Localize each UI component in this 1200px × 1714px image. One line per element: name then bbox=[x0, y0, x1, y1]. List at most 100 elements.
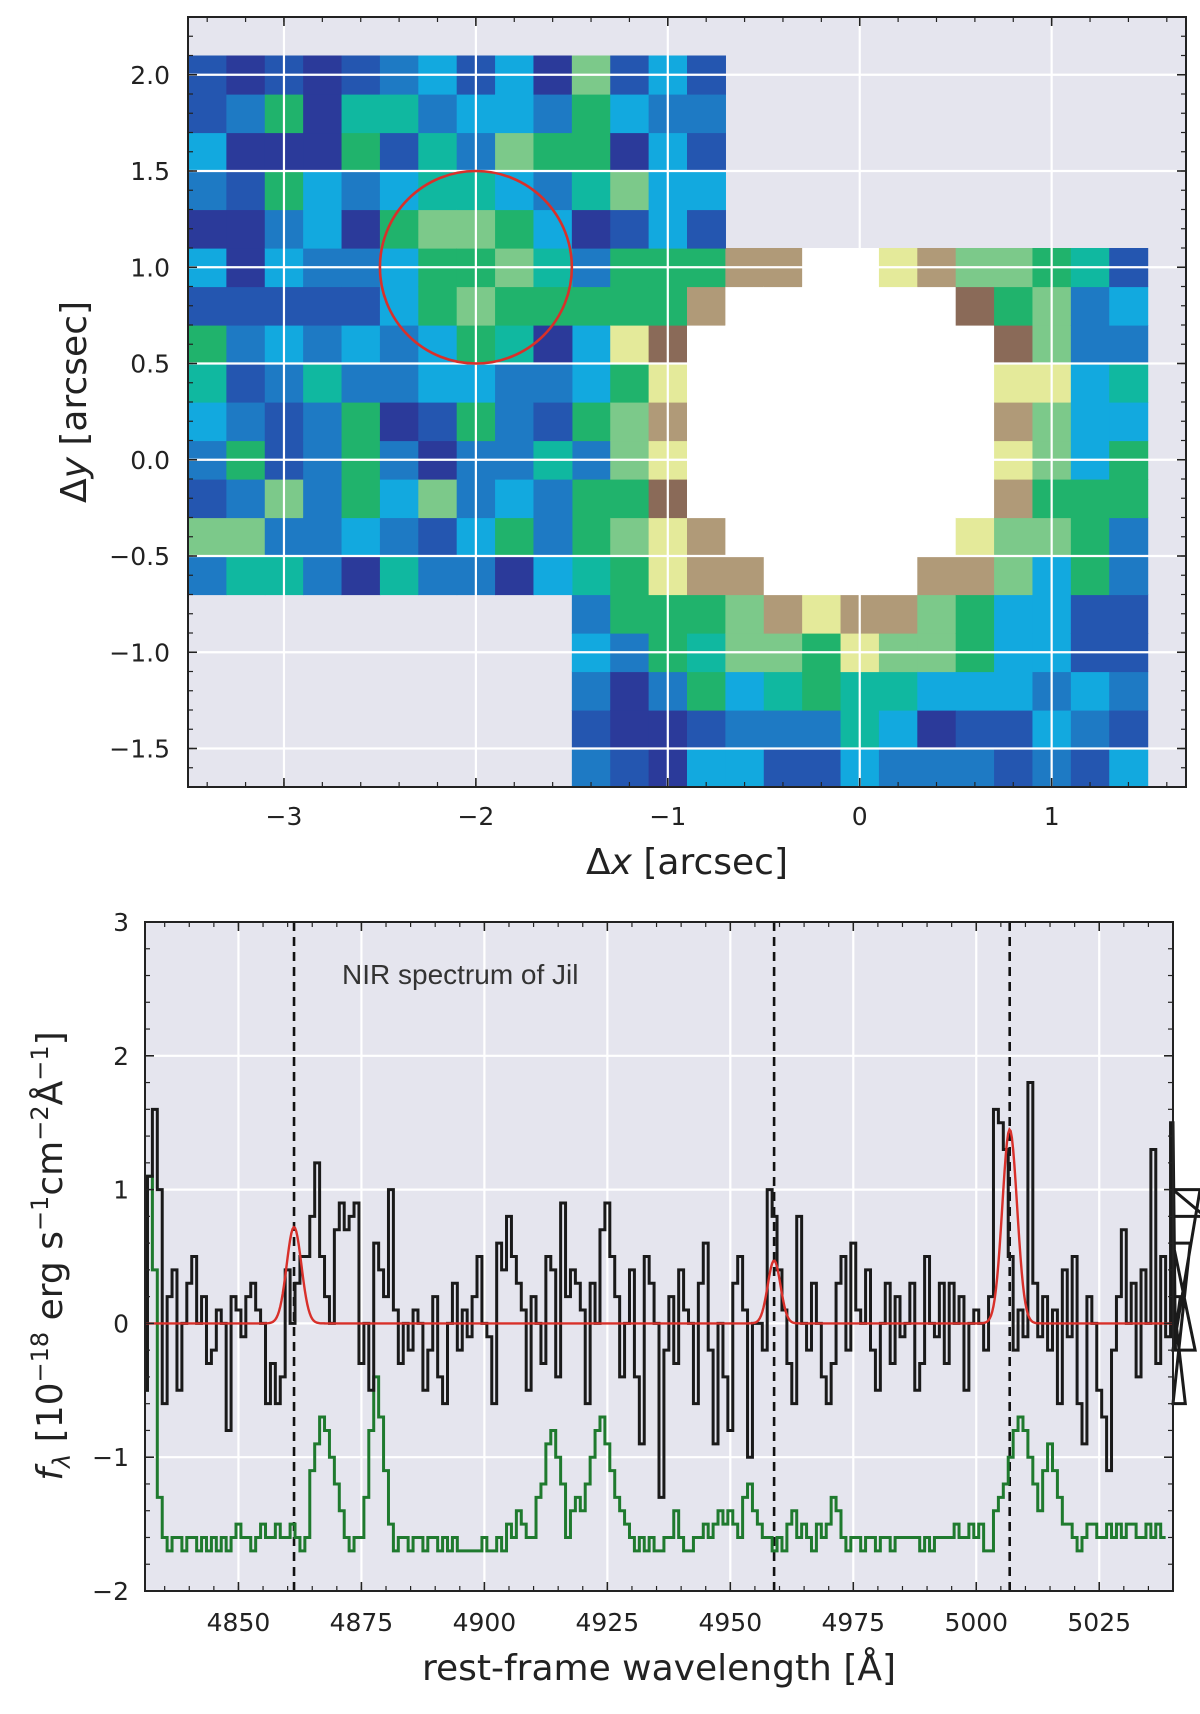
map-pixel bbox=[802, 671, 842, 711]
map-pixel bbox=[994, 517, 1034, 557]
map-pixel bbox=[571, 479, 611, 519]
map-pixel bbox=[878, 748, 918, 788]
map-pixel bbox=[571, 209, 611, 249]
map-pixel bbox=[763, 325, 803, 365]
map-pixel bbox=[994, 594, 1034, 634]
spectrum-panel: 4850 4875 4900 4925 4950 4975 5000 5025 −2 −1 0 1 2 3… bbox=[26, 908, 1200, 1689]
map-pixel bbox=[533, 402, 573, 442]
map-pixel bbox=[994, 325, 1034, 365]
map-pixel bbox=[1070, 286, 1110, 326]
map-pixel bbox=[802, 594, 842, 634]
spectrum-frame bbox=[144, 921, 1174, 1592]
map-pixel bbox=[687, 594, 726, 634]
spectrum-x-tick-label: 4950 bbox=[699, 1608, 763, 1637]
map-pixel bbox=[725, 286, 765, 326]
map-pixel bbox=[610, 325, 650, 365]
map-pixel bbox=[763, 479, 803, 519]
map-x-axis-label: Δx [arcsec] bbox=[586, 842, 788, 883]
map-pixel bbox=[878, 479, 918, 519]
map-pixel bbox=[533, 325, 573, 365]
map-pixel bbox=[303, 171, 343, 211]
map-pixel bbox=[610, 402, 650, 442]
map-gridlines bbox=[188, 17, 1186, 787]
map-pixel bbox=[341, 286, 381, 326]
aperture-circle bbox=[378, 169, 574, 365]
map-pixel bbox=[379, 479, 419, 519]
map-pixel bbox=[763, 286, 803, 326]
map-pixel bbox=[1109, 402, 1149, 442]
map-pixel bbox=[725, 517, 765, 557]
map-pixel bbox=[1109, 479, 1149, 519]
map-pixel bbox=[610, 710, 650, 750]
map-pixel bbox=[994, 556, 1034, 596]
map-pixel bbox=[418, 517, 458, 557]
map-pixel bbox=[379, 171, 419, 211]
map-pixel bbox=[418, 363, 458, 403]
map-pixel bbox=[533, 363, 573, 403]
map-pixel bbox=[226, 402, 266, 442]
map-pixel bbox=[341, 517, 381, 557]
map-pixel bbox=[495, 325, 535, 365]
map-pixel bbox=[533, 94, 573, 134]
map-pixel bbox=[226, 517, 266, 557]
map-pixel bbox=[878, 286, 918, 326]
map-pixel bbox=[917, 325, 957, 365]
map-pixel bbox=[994, 748, 1034, 788]
map-pixel bbox=[418, 94, 458, 134]
map-pixel bbox=[878, 517, 918, 557]
map-pixel bbox=[188, 479, 227, 519]
map-x-tick-label: 0 bbox=[852, 802, 868, 831]
map-pixel bbox=[955, 517, 995, 557]
map-pixel bbox=[1109, 556, 1149, 596]
map-pixel bbox=[878, 710, 918, 750]
map-pixel bbox=[687, 286, 726, 326]
map-pixel bbox=[1070, 325, 1110, 365]
spectrum-x-tick-label: 4925 bbox=[576, 1608, 640, 1637]
map-pixel bbox=[610, 363, 650, 403]
map-pixel bbox=[725, 363, 765, 403]
map-pixel bbox=[303, 402, 343, 442]
map-pixel bbox=[878, 671, 918, 711]
map-pixel bbox=[955, 325, 995, 365]
map-pixel bbox=[610, 594, 650, 634]
map-pixel bbox=[994, 286, 1034, 326]
map-pixel bbox=[610, 479, 650, 519]
map-pixel bbox=[188, 171, 227, 211]
map-pixel bbox=[955, 710, 995, 750]
map-pixel bbox=[571, 363, 611, 403]
spectrum-y-tick-label: 0 bbox=[113, 1309, 129, 1338]
map-y-tick-label: −1.0 bbox=[109, 638, 170, 667]
map-pixel bbox=[955, 671, 995, 711]
map-pixel bbox=[687, 671, 726, 711]
map-pixel bbox=[533, 479, 573, 519]
map-pixel bbox=[495, 479, 535, 519]
spectrum-y-tick-label: 2 bbox=[113, 1042, 129, 1071]
map-pixel bbox=[610, 748, 650, 788]
map-pixels bbox=[188, 55, 1149, 788]
map-pixel bbox=[1109, 286, 1149, 326]
map-pixel bbox=[687, 402, 726, 442]
map-pixel bbox=[725, 710, 765, 750]
map-pixel bbox=[226, 479, 266, 519]
map-x-tick-label: −3 bbox=[266, 802, 303, 831]
map-pixel bbox=[495, 209, 535, 249]
map-pixel bbox=[418, 286, 458, 326]
map-pixel bbox=[533, 171, 573, 211]
map-pixel bbox=[226, 286, 266, 326]
map-pixel bbox=[802, 556, 842, 596]
map-pixel bbox=[917, 556, 957, 596]
map-pixel bbox=[303, 517, 343, 557]
map-pixel bbox=[188, 556, 227, 596]
map-pixel bbox=[188, 325, 227, 365]
map-pixel bbox=[571, 748, 611, 788]
map-pixel bbox=[571, 671, 611, 711]
map-pixel bbox=[1070, 402, 1110, 442]
map-pixel bbox=[955, 402, 995, 442]
map-pixel bbox=[955, 479, 995, 519]
map-pixel bbox=[1109, 671, 1149, 711]
map-pixel bbox=[379, 363, 419, 403]
map-pixel bbox=[917, 479, 957, 519]
map-pixel bbox=[341, 171, 381, 211]
spectrum-x-tick-label: 5000 bbox=[944, 1608, 1008, 1637]
map-pixel bbox=[226, 132, 266, 172]
